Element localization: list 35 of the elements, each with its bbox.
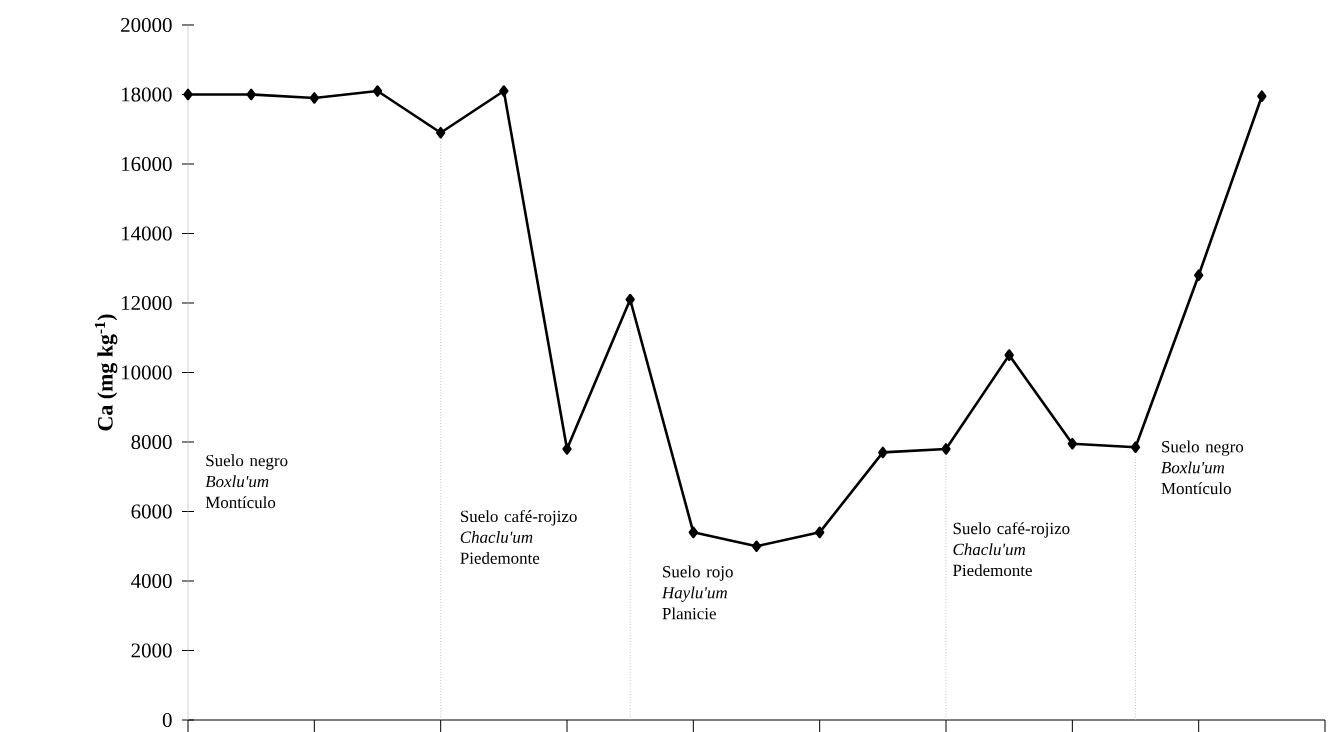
point <box>625 293 635 306</box>
point <box>751 540 762 553</box>
annotation: Suelo negro Boxlu'um Montículo <box>1161 440 1244 495</box>
point <box>562 443 572 455</box>
y-tick-label: 20000 <box>121 17 172 33</box>
point <box>1067 437 1078 450</box>
point <box>183 88 193 101</box>
y-tick-label: 2000 <box>131 643 172 658</box>
y-tick-label: 12000 <box>122 295 172 311</box>
y-tick-label: 18000 <box>122 87 172 102</box>
point <box>499 85 509 97</box>
annotation: Suelo negro Boxlu'um Montículo <box>205 454 288 509</box>
y-tick-label: 14000 <box>122 226 172 241</box>
point <box>1257 90 1267 103</box>
annotation: Suelo rojo Haylu'um Planicie <box>661 565 733 620</box>
point <box>246 88 256 101</box>
point <box>688 526 699 539</box>
point <box>309 92 320 104</box>
point <box>878 446 888 459</box>
y-tick-label: 10000 <box>122 365 172 380</box>
point <box>372 85 383 97</box>
point <box>815 526 825 539</box>
point <box>941 443 951 455</box>
point <box>1194 269 1204 281</box>
point <box>436 126 446 139</box>
y-tick-label: 8000 <box>131 434 172 450</box>
point <box>1004 349 1014 361</box>
y-tick-label: 16000 <box>122 156 172 172</box>
annotation: Suelo café-rojizo Chaclu'um Piedemonte <box>953 522 1070 577</box>
y-tick-label: 6000 <box>131 504 172 519</box>
y-axis-title: Ca (mg kg$^{-1}$) <box>94 314 118 431</box>
annotation: Suelo café-rojizo Chaclu'um Piedemonte <box>460 509 577 564</box>
y-tick-label: 0 <box>162 712 172 728</box>
point <box>1130 441 1141 454</box>
y-tick-label: 4000 <box>131 573 172 589</box>
